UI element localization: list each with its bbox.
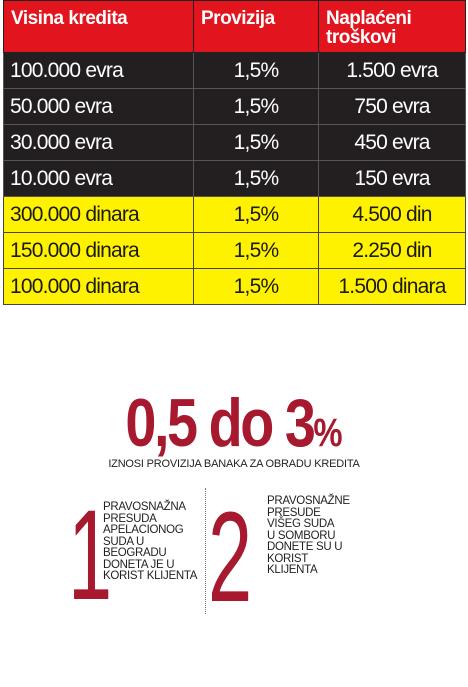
fee-table: Visina kredita Provizija Naplaćeni trošk… — [3, 0, 466, 305]
loan-amount-cell: 10.000 evra — [3, 160, 194, 197]
header-fee: Provizija — [193, 0, 319, 53]
loan-amount-cell: 100.000 evra — [3, 52, 194, 89]
fee-cell: 1,5% — [193, 52, 319, 89]
fee-range-value: 0,5 do 3 — [125, 385, 315, 461]
cost-cell: 4.500 din — [318, 196, 466, 233]
cost-cell: 450 evra — [318, 124, 466, 161]
table-row: 30.000 evra 1,5% 450 evra — [3, 124, 466, 161]
fact-divider — [205, 488, 206, 614]
fact-number-1: 1 — [68, 484, 113, 627]
fee-range-headline: 0,5 do 3% — [42, 388, 426, 468]
table-row: 100.000 evra 1,5% 1.500 evra — [3, 52, 466, 89]
percent-sign: % — [313, 411, 343, 455]
cost-cell: 1.500 evra — [318, 52, 466, 89]
table-row: 10.000 evra 1,5% 150 evra — [3, 160, 466, 197]
cost-cell: 150 evra — [318, 160, 466, 197]
loan-amount-cell: 300.000 dinara — [3, 196, 194, 233]
loan-amount-cell: 50.000 evra — [3, 88, 194, 125]
fee-cell: 1,5% — [193, 196, 319, 233]
fact-number-2: 2 — [208, 486, 253, 629]
table-row: 300.000 dinara 1,5% 4.500 din — [3, 196, 466, 233]
header-charged-costs: Naplaćeni troškovi — [318, 0, 466, 53]
loan-amount-cell: 30.000 evra — [3, 124, 194, 161]
fact-text-1: PRAVOSNAŽNA PRESUDA APELACIONOG SUDA U B… — [103, 501, 198, 582]
table-header-row: Visina kredita Provizija Naplaćeni trošk… — [3, 0, 466, 53]
table-row: 100.000 dinara 1,5% 1.500 dinara — [3, 268, 466, 305]
fee-cell: 1,5% — [193, 268, 319, 305]
loan-amount-cell: 150.000 dinara — [3, 232, 194, 269]
loan-amount-cell: 100.000 dinara — [3, 268, 194, 305]
fee-cell: 1,5% — [193, 232, 319, 269]
fact-text-2: PRAVOSNAŽNE PRESUDE VIŠEG SUDA U SOMBORU… — [267, 495, 350, 576]
cost-cell: 1.500 dinara — [318, 268, 466, 305]
cost-cell: 2.250 din — [318, 232, 466, 269]
fee-cell: 1,5% — [193, 88, 319, 125]
table-row: 150.000 dinara 1,5% 2.250 din — [3, 232, 466, 269]
fee-cell: 1,5% — [193, 124, 319, 161]
fee-cell: 1,5% — [193, 160, 319, 197]
cost-cell: 750 evra — [318, 88, 466, 125]
fee-range-caption: IZNOSI PROVIZIJA BANAKA ZA OBRADU KREDIT… — [108, 458, 360, 470]
header-loan-amount: Visina kredita — [3, 0, 194, 53]
table-row: 50.000 evra 1,5% 750 evra — [3, 88, 466, 125]
